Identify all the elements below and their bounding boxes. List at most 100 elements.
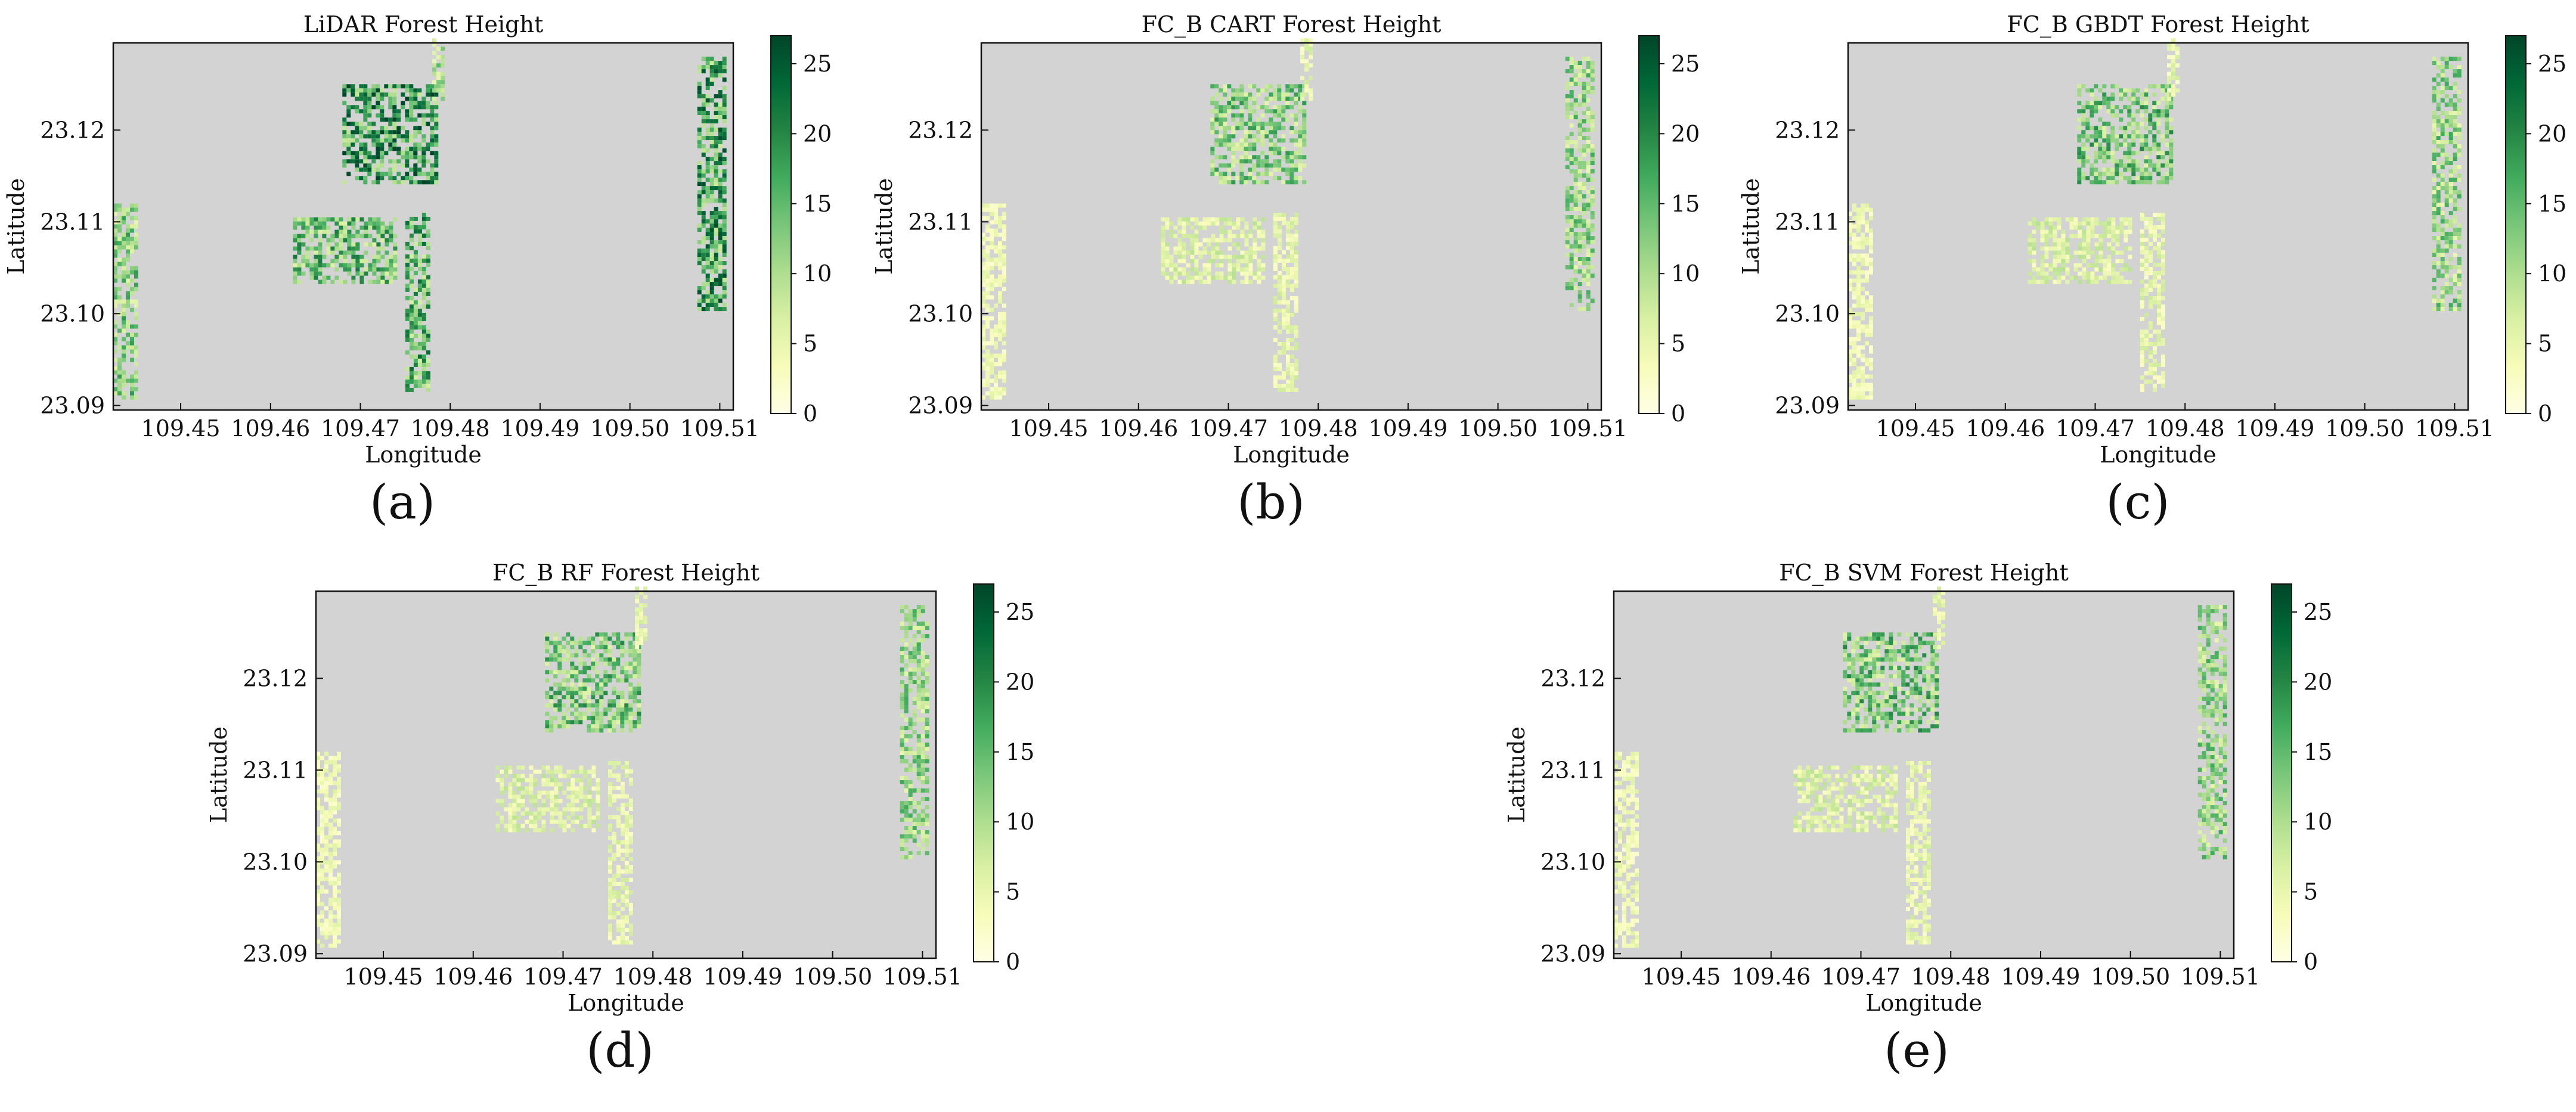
forest-cell bbox=[558, 824, 563, 828]
forest-cell bbox=[516, 828, 521, 833]
forest-cell bbox=[1190, 238, 1195, 243]
forest-cell bbox=[359, 84, 364, 89]
forest-cell bbox=[2440, 265, 2445, 270]
forest-cell bbox=[1852, 349, 1856, 354]
forest-cell bbox=[900, 647, 904, 651]
forest-cell bbox=[122, 316, 126, 321]
forest-cell bbox=[1289, 151, 1294, 156]
forest-cell bbox=[908, 638, 913, 643]
forest-cell bbox=[1865, 362, 1869, 366]
forest-cell bbox=[318, 250, 323, 255]
forest-cell bbox=[545, 790, 550, 795]
forest-cell bbox=[1281, 109, 1286, 114]
forest-cell bbox=[1294, 341, 1298, 346]
forest-cell bbox=[1289, 105, 1294, 110]
forest-cell bbox=[1302, 122, 1307, 126]
forest-cell bbox=[2432, 148, 2436, 153]
forest-cell bbox=[637, 657, 641, 662]
forest-cell bbox=[1269, 130, 1273, 135]
forest-cell bbox=[371, 92, 376, 97]
forest-cell bbox=[1285, 325, 1290, 330]
forest-cell bbox=[603, 682, 608, 687]
forest-cell bbox=[334, 217, 339, 222]
forest-cell bbox=[633, 636, 637, 641]
forest-cell bbox=[558, 819, 563, 824]
forest-cell bbox=[376, 97, 380, 101]
forest-cell bbox=[2432, 219, 2436, 224]
forest-cell bbox=[900, 738, 904, 743]
forest-cell bbox=[1219, 234, 1224, 238]
forest-cell bbox=[388, 97, 393, 101]
forest-cell bbox=[430, 113, 435, 118]
forest-cell bbox=[1294, 296, 1298, 300]
forest-cell bbox=[1214, 172, 1219, 176]
forest-cell bbox=[2077, 151, 2082, 156]
y-tick-label: 23.09 bbox=[1775, 392, 1840, 418]
forest-cell bbox=[1586, 232, 1591, 237]
forest-cell bbox=[714, 269, 718, 274]
forest-cell bbox=[1586, 219, 1591, 224]
forest-cell bbox=[326, 250, 331, 255]
forest-cell bbox=[1239, 163, 1244, 168]
forest-cell bbox=[624, 794, 629, 799]
forest-cell bbox=[628, 890, 633, 894]
forest-cell bbox=[2090, 221, 2095, 226]
forest-cell bbox=[1273, 88, 1278, 93]
forest-cell bbox=[558, 774, 563, 778]
forest-cell bbox=[1219, 271, 1224, 276]
forest-cell bbox=[2123, 167, 2128, 172]
forest-cell bbox=[570, 674, 575, 679]
forest-cell bbox=[1264, 134, 1269, 139]
forest-cell bbox=[1248, 126, 1253, 131]
forest-cell bbox=[405, 329, 410, 334]
forest-cell bbox=[2144, 312, 2149, 317]
forest-cell bbox=[908, 726, 913, 731]
forest-cell bbox=[2065, 238, 2070, 243]
forest-cell bbox=[628, 856, 633, 861]
forest-cell bbox=[1565, 207, 1570, 212]
forest-cell bbox=[2152, 167, 2157, 172]
forest-cell bbox=[2065, 259, 2070, 263]
forest-cell bbox=[351, 250, 356, 255]
forest-cell bbox=[2115, 250, 2120, 255]
forest-cell bbox=[516, 807, 521, 812]
forest-cell bbox=[409, 88, 414, 93]
forest-cell bbox=[508, 786, 513, 791]
forest-cell bbox=[705, 98, 710, 103]
forest-cell bbox=[1161, 238, 1165, 243]
forest-cell bbox=[1865, 307, 1869, 312]
forest-cell bbox=[1577, 132, 1582, 136]
forest-cell bbox=[2098, 221, 2103, 226]
forest-cell bbox=[2436, 244, 2441, 249]
forest-cell bbox=[912, 722, 917, 726]
forest-cell bbox=[392, 101, 397, 105]
forest-cell bbox=[409, 84, 414, 89]
forest-cell bbox=[1281, 275, 1286, 279]
forest-cell bbox=[2119, 176, 2124, 181]
forest-cell bbox=[2436, 186, 2441, 191]
forest-cell bbox=[1586, 307, 1591, 312]
forest-cell bbox=[1165, 250, 1170, 255]
forest-cell bbox=[376, 105, 380, 110]
x-tick-label: 109.50 bbox=[590, 415, 669, 442]
forest-cell bbox=[2140, 233, 2144, 238]
forest-cell bbox=[1248, 84, 1253, 89]
forest-cell bbox=[620, 712, 625, 716]
forest-cell bbox=[985, 391, 990, 396]
forest-cell bbox=[1573, 223, 1578, 228]
forest-cell bbox=[916, 768, 921, 772]
forest-cell bbox=[2140, 241, 2144, 246]
forest-cell bbox=[1269, 97, 1273, 101]
forest-cell bbox=[1586, 257, 1591, 262]
forest-cell bbox=[126, 299, 130, 304]
forest-cell bbox=[432, 38, 437, 43]
forest-cell bbox=[409, 176, 414, 181]
forest-cell bbox=[582, 682, 587, 687]
forest-cell bbox=[355, 105, 359, 110]
forest-cell bbox=[351, 134, 355, 139]
forest-cell bbox=[1285, 266, 1290, 271]
forest-cell bbox=[1277, 258, 1282, 263]
forest-cell bbox=[525, 786, 529, 791]
forest-cell bbox=[2453, 244, 2457, 249]
forest-cell bbox=[309, 275, 314, 280]
